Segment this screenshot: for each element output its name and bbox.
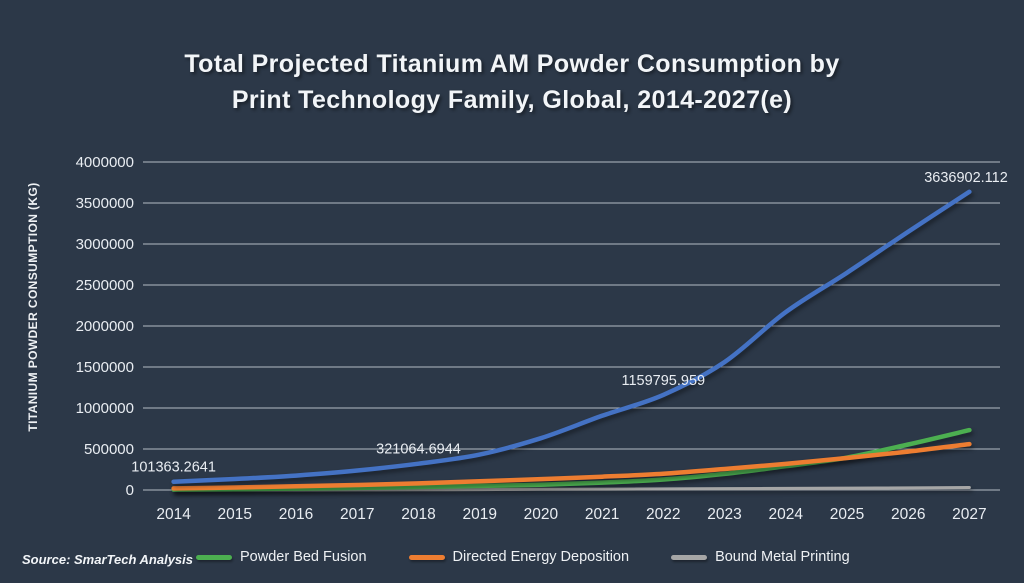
- chart-footer: Source: SmarTech Analysis Powder Bed Fus…: [0, 549, 1024, 575]
- x-axis-tick-label: 2021: [585, 506, 619, 523]
- data-label: 1159795.959: [621, 373, 705, 389]
- y-axis-tick-label: 3000000: [76, 236, 134, 253]
- x-axis-tick-label: 2014: [156, 506, 191, 523]
- x-axis-tick-label: 2025: [830, 506, 864, 523]
- y-axis-tick-label: 0: [126, 482, 134, 499]
- x-axis-tick-label: 2020: [524, 506, 559, 523]
- legend-marker-gray-line-icon: [671, 554, 708, 560]
- x-axis-tick-label: 2016: [279, 506, 313, 523]
- y-axis-tick-label: 500000: [84, 441, 134, 458]
- x-axis-tick-label: 2027: [952, 506, 986, 523]
- y-axis-tick-label: 2000000: [76, 318, 134, 335]
- series-line-directed-energy-deposition: [171, 441, 972, 491]
- x-axis-tick-label: 2018: [401, 506, 435, 523]
- legend-marker-orange-line-icon: [408, 554, 445, 560]
- legend-label: Directed Energy Deposition: [452, 549, 630, 565]
- legend-marker-green-line-icon: [196, 554, 232, 560]
- data-label: 3636902.112: [924, 170, 1008, 186]
- x-axis-tick-label: 2023: [707, 506, 741, 523]
- data-label: 101363.2641: [131, 460, 216, 476]
- y-axis-tick-label: 1500000: [76, 359, 134, 376]
- x-axis-tick-label: 2017: [340, 506, 374, 523]
- legend-label: Powder Bed Fusion: [240, 549, 367, 565]
- series-line-total: [171, 189, 972, 484]
- source-attribution: Source: SmarTech Analysis: [22, 552, 193, 567]
- chart-title-line-1: Total Projected Titanium AM Powder Consu…: [184, 50, 840, 78]
- x-axis-tick-label: 2024: [769, 506, 804, 523]
- y-axis-tick-label: 1000000: [76, 400, 134, 417]
- data-label: 321064.6944: [376, 442, 461, 458]
- legend-item-directed-energy-deposition: Directed Energy Deposition: [408, 549, 630, 565]
- legend-item-powder-bed-fusion: Powder Bed Fusion: [196, 549, 367, 565]
- x-axis-tick-label: 2022: [646, 506, 680, 523]
- legend-item-bound-metal-printing: Bound Metal Printing: [671, 549, 850, 565]
- y-axis-tick-label: 3500000: [76, 195, 134, 212]
- x-axis-tick-label: 2015: [218, 506, 252, 523]
- y-axis-tick-label: 2500000: [76, 277, 134, 294]
- legend-label: Bound Metal Printing: [715, 549, 850, 565]
- x-axis-tick-label: 2026: [891, 506, 925, 523]
- chart-title-line-2: Print Technology Family, Global, 2014-20…: [231, 86, 793, 114]
- x-axis-tick-label: 2019: [462, 506, 496, 523]
- y-axis-tick-label: 4000000: [76, 154, 134, 171]
- chart-legend: Powder Bed Fusion Directed Energy Deposi…: [196, 549, 850, 565]
